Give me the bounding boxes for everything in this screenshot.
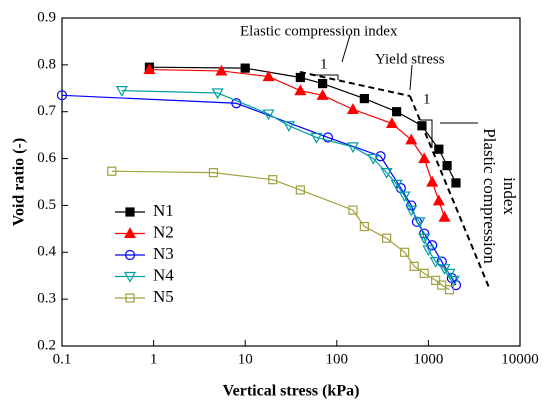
x-tick-label: 10000 (501, 351, 539, 367)
marker (422, 245, 435, 257)
marker (382, 233, 392, 243)
marker (380, 168, 393, 179)
marker (316, 89, 329, 100)
marker (359, 93, 369, 104)
annotation: index (500, 177, 519, 215)
marker (417, 121, 427, 131)
marker (434, 144, 444, 154)
marker (409, 261, 419, 271)
marker (231, 98, 242, 109)
plot-frame (61, 17, 521, 347)
marker (451, 178, 461, 188)
marker (359, 221, 369, 232)
marker (367, 153, 380, 165)
y-tick-label: 0.3 (37, 291, 56, 307)
annotation: Plastic compression (480, 128, 499, 264)
series-line (149, 66, 457, 184)
slope-triangle (315, 74, 433, 148)
legend-label: N5 (153, 287, 174, 306)
marker (429, 257, 442, 268)
marker (346, 103, 359, 114)
marker (268, 175, 278, 185)
x-tick-label: 10 (238, 351, 253, 367)
y-tick-label: 0.5 (37, 197, 56, 213)
marker (405, 205, 418, 217)
marker (437, 280, 447, 290)
legend-marker (124, 249, 136, 261)
marker (294, 84, 307, 96)
legend-label: N4 (153, 265, 174, 284)
y-axis-label: Void ratio (-) (11, 138, 28, 226)
marker (346, 142, 359, 154)
series-line (111, 170, 450, 291)
y-tick-label: 0.6 (37, 150, 56, 166)
marker (208, 168, 219, 178)
marker (262, 109, 275, 121)
x-tick-label: 1 (150, 351, 158, 367)
marker (443, 268, 456, 280)
guide-line (299, 71, 491, 291)
marker (215, 64, 228, 76)
marker (143, 63, 156, 75)
marker (426, 175, 439, 187)
marker (390, 179, 403, 191)
marker (427, 240, 438, 251)
annotation: Elastic compression index (240, 23, 398, 39)
legend-marker (125, 207, 135, 217)
marker (375, 151, 386, 162)
marker (318, 78, 328, 89)
marker (444, 285, 455, 295)
marker (438, 210, 451, 222)
marker (211, 88, 224, 100)
marker (107, 166, 117, 176)
y-tick-label: 0.9 (37, 9, 56, 25)
marker (418, 233, 431, 245)
marker (400, 247, 410, 257)
marker (447, 275, 460, 287)
marker (56, 90, 68, 101)
legend-marker (123, 227, 137, 239)
marker (431, 275, 441, 285)
marker (262, 70, 275, 82)
marker (405, 133, 418, 145)
marker (398, 191, 411, 203)
x-tick-label: 100 (326, 351, 349, 367)
y-tick-label: 0.4 (37, 244, 56, 260)
marker (442, 161, 452, 171)
annotation: 1 (423, 91, 431, 107)
x-tick-label: 1000 (413, 351, 443, 367)
marker (392, 107, 402, 117)
annotation: 1 (320, 56, 328, 72)
marker (418, 152, 431, 164)
marker (240, 63, 250, 73)
marker (295, 72, 305, 83)
marker (295, 185, 305, 195)
legend-label: N2 (153, 222, 174, 241)
marker (432, 194, 445, 206)
x-axis-label: Vertical stress (kPa) (223, 383, 360, 400)
marker (282, 121, 295, 133)
annotations: Elastic compression index Yield stress 1… (240, 23, 519, 291)
legend-label: N3 (153, 244, 174, 263)
x-tick-label: 0.1 (53, 351, 72, 367)
legend-label: N1 (153, 201, 174, 220)
marker (115, 86, 128, 97)
y-tick-label: 0.7 (37, 103, 56, 119)
marker (310, 132, 323, 144)
y-tick-label: 0.8 (37, 56, 56, 72)
annotation: Yield stress (375, 51, 445, 67)
legend-marker (125, 293, 135, 303)
pointer (341, 34, 478, 124)
y-tick-label: 0.2 (37, 337, 56, 353)
marker (322, 132, 334, 143)
marker (348, 205, 358, 215)
marker (413, 217, 426, 229)
marker (419, 268, 429, 278)
legend-marker (123, 271, 137, 283)
marker (385, 117, 398, 129)
